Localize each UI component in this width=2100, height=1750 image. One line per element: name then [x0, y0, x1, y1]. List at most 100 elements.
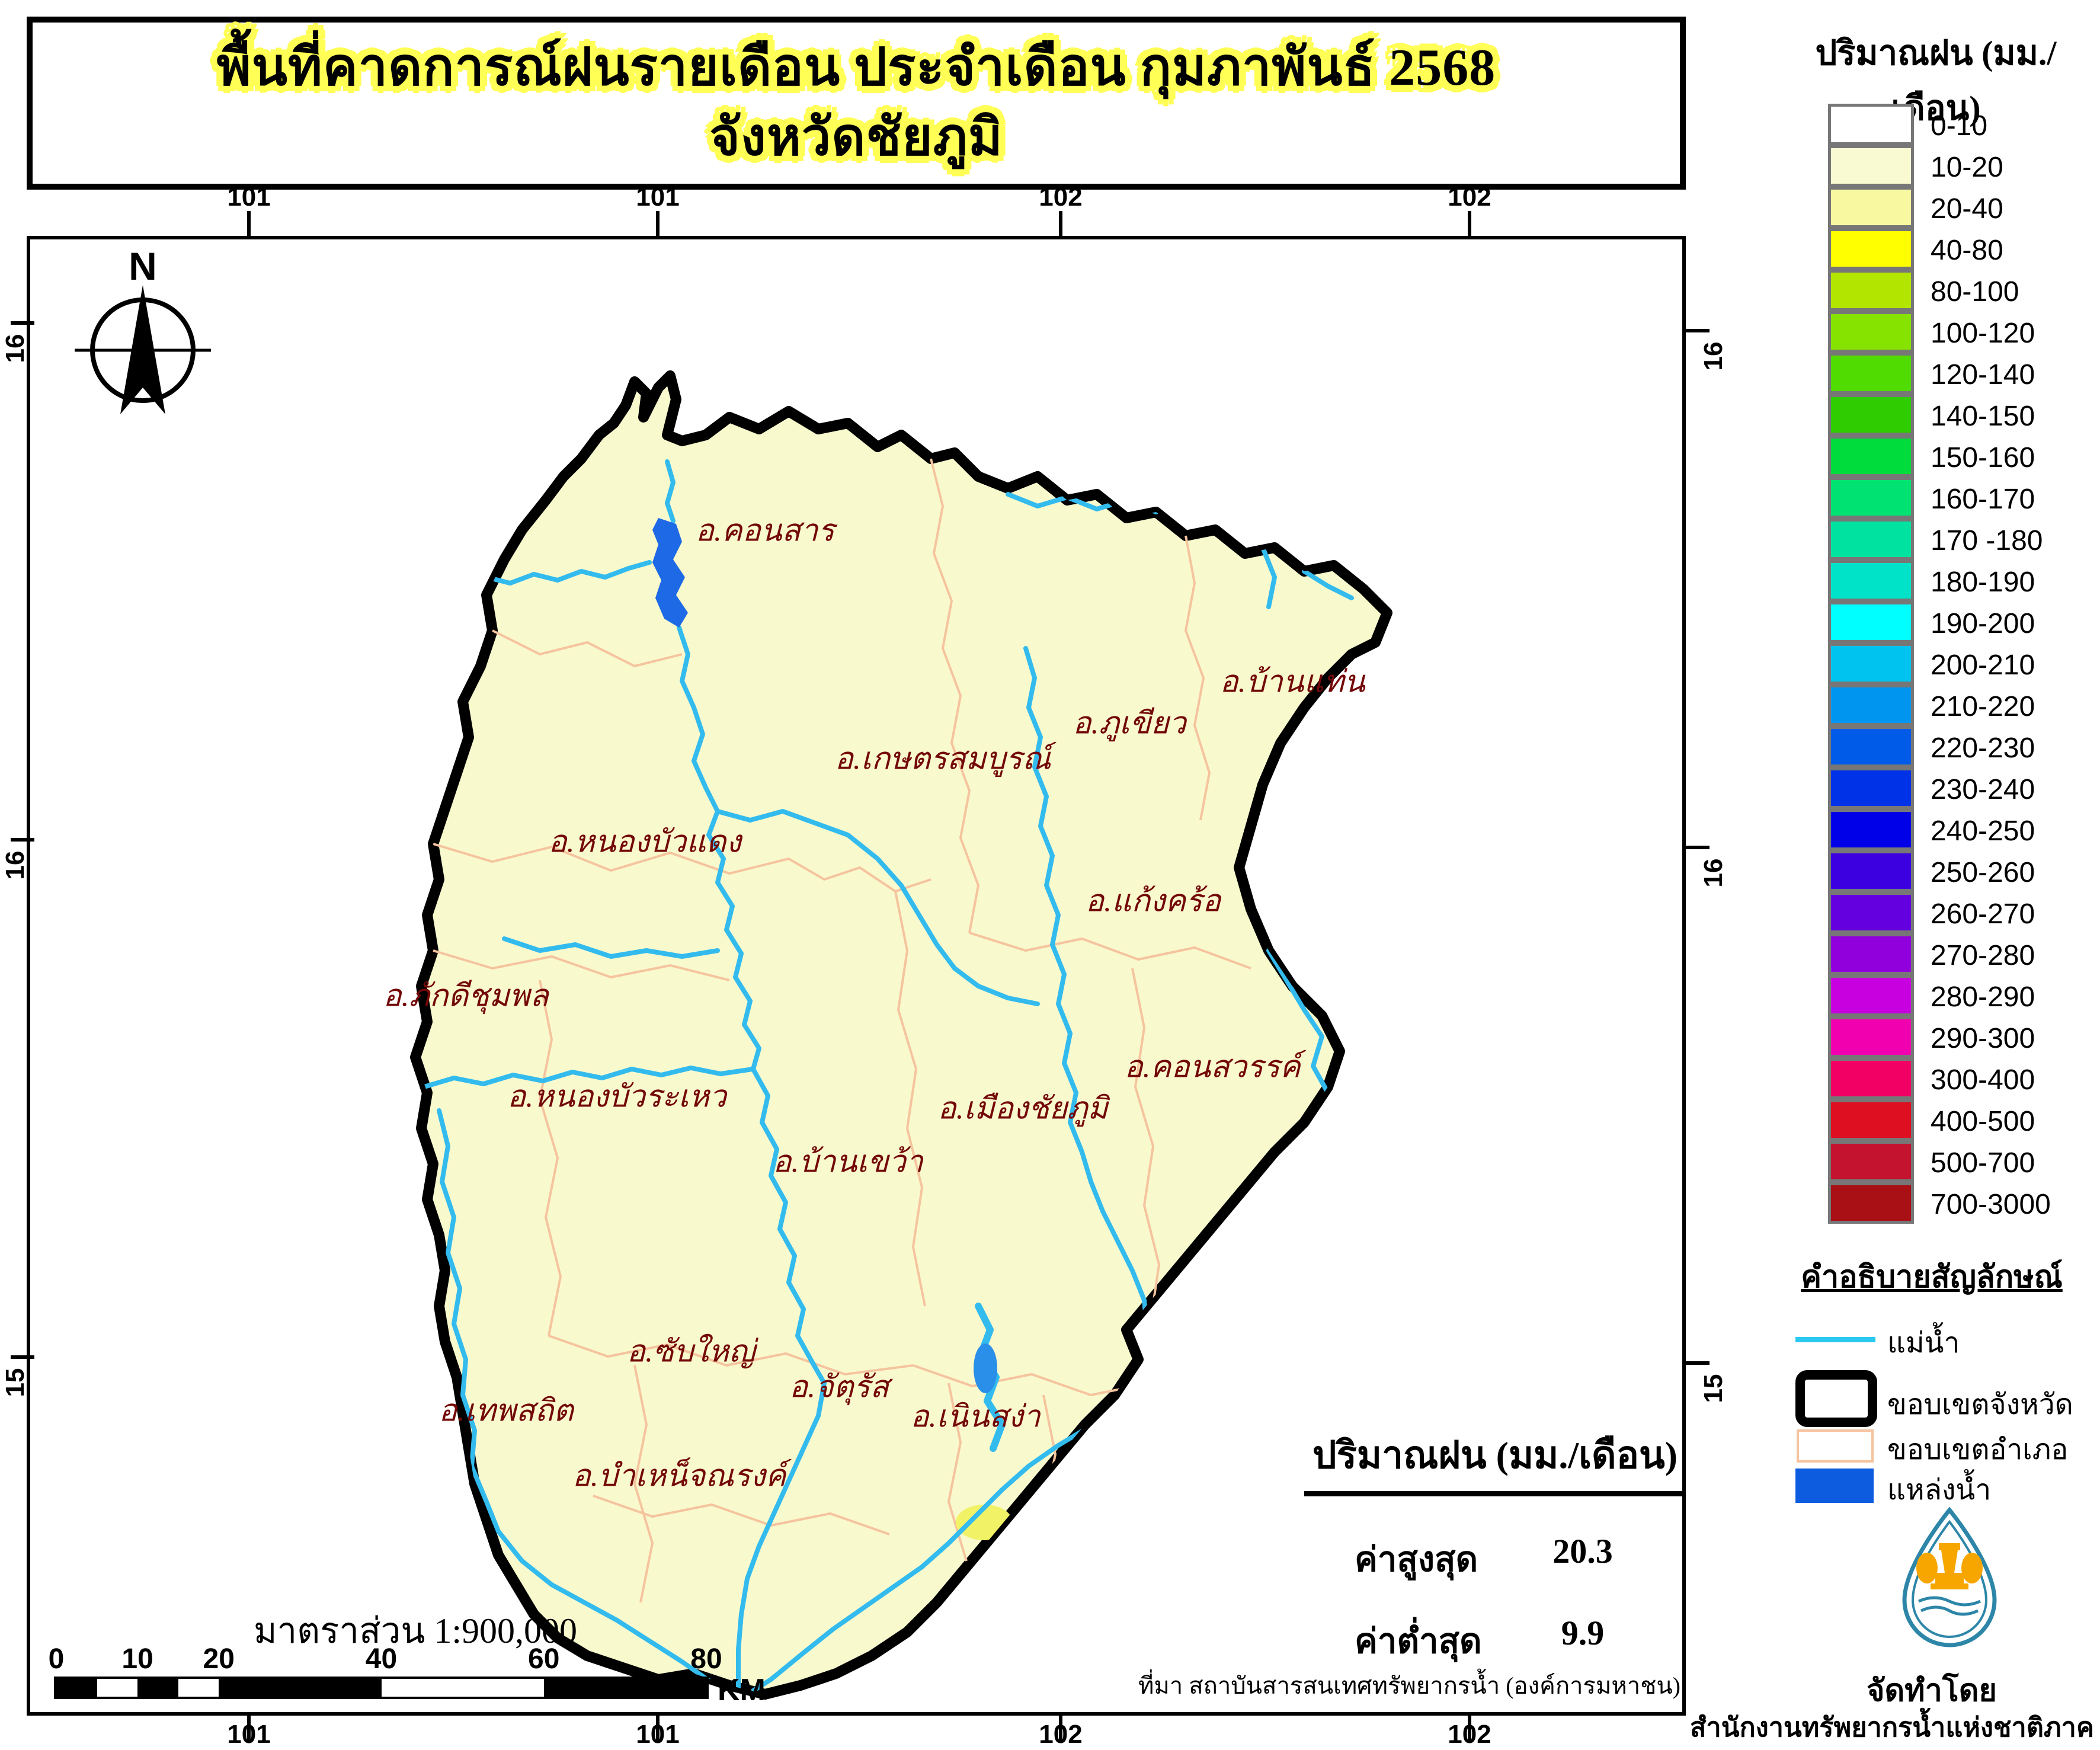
legend-class-swatch	[1828, 228, 1914, 270]
graticule-label: 102	[1448, 183, 1491, 212]
legend-class-swatch	[1828, 311, 1914, 353]
legend-class-swatch	[1828, 435, 1914, 477]
legend-class-range: 280-290	[1931, 981, 2035, 1013]
legend-class-swatch	[1828, 891, 1914, 933]
legend-class-swatch	[1828, 559, 1914, 602]
compass-north-label: N	[129, 244, 157, 288]
graticule-label: 16	[1, 850, 30, 880]
legend-class-range: 230-240	[1931, 773, 2035, 805]
legend-class-row: 80-100	[1828, 269, 2051, 312]
river-symbol-label: แม่น้ำ	[1887, 1327, 1960, 1359]
scalebar-segment	[543, 1679, 706, 1697]
district-label: อ.เกษตรสมบูรณ์	[834, 742, 1051, 776]
district-label: อ.หนองบัวระเหว	[507, 1080, 726, 1114]
waterbody-symbol	[1795, 1469, 1874, 1503]
legend-class-row: 120-140	[1828, 352, 2051, 395]
legend-class-swatch	[1828, 1099, 1914, 1141]
legend-class-swatch	[1828, 476, 1914, 519]
legend-class-row: 240-250	[1828, 808, 2051, 852]
legend-class-swatch	[1828, 974, 1914, 1016]
legend-class-range: 190-200	[1931, 607, 2035, 639]
legend-class-range: 200-210	[1931, 649, 2035, 681]
legend-class-range: 400-500	[1931, 1105, 2035, 1137]
legend-class-range: 180-190	[1931, 566, 2035, 598]
district-boundary-label: ขอบเขตอำเภอ	[1887, 1434, 2069, 1466]
legend-class-row: 230-240	[1828, 767, 2051, 810]
scalebar-segment	[381, 1679, 544, 1697]
district-label: อ.หนองบัวแดง	[548, 825, 741, 859]
legend-class-range: 250-260	[1931, 856, 2035, 888]
graticule-label: 102	[1448, 1720, 1491, 1749]
graticule-label: 16	[1, 334, 30, 363]
district-label: อ.แก้งคร้อ	[1085, 884, 1221, 919]
graticule-tick	[1059, 211, 1062, 236]
legend-class-swatch	[1828, 808, 1914, 850]
logo-emblem	[1916, 1543, 1983, 1589]
graticule-label: 15	[1699, 1374, 1728, 1403]
scalebar-segment	[97, 1679, 138, 1697]
district-label: อ.คอนสาร	[695, 514, 835, 548]
scalebar-tick-label: 40	[365, 1643, 398, 1675]
legend-class-row: 190-200	[1828, 601, 2051, 644]
legend-class-swatch	[1828, 1057, 1914, 1099]
legend-class-swatch	[1828, 684, 1914, 726]
district-boundaries	[433, 458, 1251, 1603]
graticule-tick	[247, 211, 251, 236]
credit-organization: สำนักงานทรัพยากรน้ำแห่งชาติภาค 3	[1690, 1713, 2100, 1742]
legend-class-row: 290-300	[1828, 1016, 2051, 1059]
legend-class-row: 220-230	[1828, 725, 2051, 769]
legend-class-swatch	[1828, 725, 1914, 767]
legend-class-row: 500-700	[1828, 1140, 2051, 1183]
legend-class-range: 80-100	[1931, 276, 2019, 308]
graticule-label: 101	[227, 1720, 271, 1749]
legend-class-row: 300-400	[1828, 1057, 2051, 1100]
stats-min-value: 9.9	[1561, 1614, 1605, 1652]
graticule-label: 102	[1039, 1720, 1083, 1749]
compass-rose: N	[75, 244, 211, 414]
legend-class-range: 270-280	[1931, 939, 2035, 971]
legend-class-row: 700-3000	[1828, 1182, 2051, 1225]
graticule-tick	[247, 1716, 251, 1741]
scalebar-tick-label: 80	[690, 1643, 722, 1675]
legend-class-row: 250-260	[1828, 850, 2051, 893]
page-title-line2: จังหวัดชัยภูมิ	[709, 109, 1003, 167]
legend-class-swatch	[1828, 767, 1914, 809]
graticule-tick	[1686, 329, 1710, 332]
district-boundary-symbol	[1797, 1429, 1874, 1463]
district-label: อ.เมืองชัยภูมิ	[937, 1092, 1108, 1126]
legend-class-swatch	[1828, 269, 1914, 311]
district-label: อ.เทพสถิต	[438, 1394, 574, 1428]
legend-class-row: 20-40	[1828, 186, 2051, 229]
legend-class-swatch	[1828, 601, 1914, 643]
reservoir-waterbody	[652, 518, 997, 1393]
graticule-tick	[1686, 846, 1710, 849]
map-frame: N อ.คอนสาร อ.ภูเขียว อ.บ้านแท่น อ.เกษตรสมบู…	[27, 236, 1686, 1716]
agency-logo	[1902, 1506, 1997, 1647]
district-label: อ.บำเหน็จณรงค์	[572, 1459, 786, 1493]
legend-class-row: 160-170	[1828, 476, 2051, 520]
stats-max-value: 20.3	[1552, 1532, 1613, 1570]
legend-class-range: 40-80	[1931, 234, 2003, 266]
district-label: อ.ภักดีชุมพล	[383, 979, 549, 1013]
district-label: อ.คอนสวรรค์	[1124, 1050, 1301, 1084]
graticule-tick	[1059, 1716, 1062, 1741]
graticule-tick	[656, 1716, 660, 1741]
legend-class-range: 120-140	[1931, 359, 2035, 391]
graticule-tick	[11, 1355, 34, 1359]
legend-class-range: 0-10	[1931, 110, 1988, 142]
graticule-tick	[11, 838, 34, 842]
legend-class-range: 300-400	[1931, 1064, 2035, 1096]
legend-class-range: 10-20	[1931, 151, 2003, 183]
scalebar-segment	[56, 1679, 97, 1697]
legend-class-row: 180-190	[1828, 559, 2051, 603]
legend-class-swatch	[1828, 518, 1914, 560]
river-line-symbol	[1795, 1337, 1875, 1342]
scalebar	[54, 1677, 709, 1699]
symbol-legend-title: คำอธิบายสัญลักษณ์	[1801, 1260, 2063, 1294]
legend-class-swatch	[1828, 933, 1914, 975]
scalebar-tick-label: 60	[528, 1643, 560, 1675]
legend-class-row: 200-210	[1828, 642, 2051, 686]
credit-by-label: จัดทำโดย	[1867, 1674, 1997, 1708]
legend-class-range: 700-3000	[1931, 1188, 2051, 1220]
legend-class-row: 10-20	[1828, 145, 2051, 188]
